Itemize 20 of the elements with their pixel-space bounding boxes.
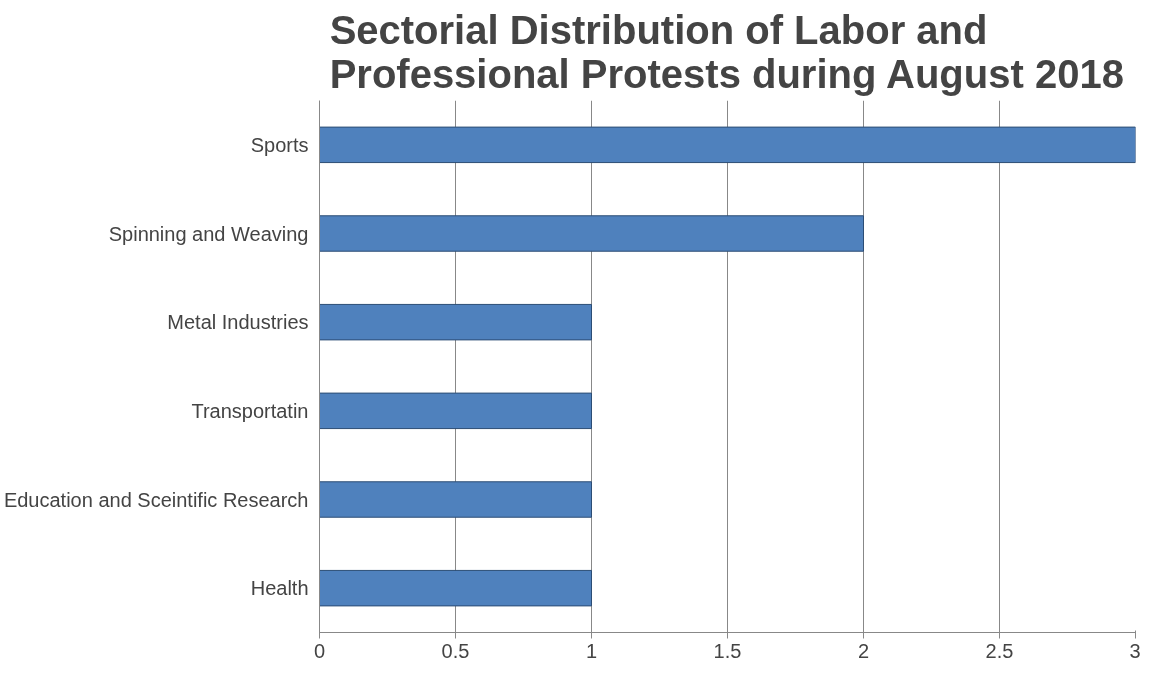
y-tick-label: Sports <box>250 133 309 156</box>
bar <box>319 126 1136 164</box>
bar <box>319 569 592 607</box>
x-tick-label: 1 <box>585 639 598 662</box>
y-tick-label: Education and Sceintific Research <box>3 488 309 511</box>
y-tick-label: Transportatin <box>191 399 309 422</box>
y-tick-label: Metal Industries <box>167 311 309 334</box>
bar <box>319 303 592 341</box>
bar <box>319 215 864 252</box>
x-tick-label: 3 <box>1129 639 1141 662</box>
y-tick-label: Health <box>250 577 309 600</box>
x-tick-label: 0 <box>313 639 326 662</box>
x-tick-label: 1.5 <box>713 639 742 662</box>
bar <box>319 392 592 430</box>
x-tick-label: 2 <box>857 639 870 662</box>
chart-title: Sectorial Distribution of Labor and Professional Protests during August 2018 <box>329 7 1124 96</box>
y-tick-label: Spinning and Weaving <box>108 222 309 245</box>
bar <box>319 481 592 518</box>
x-tick-label: 0.5 <box>441 639 470 662</box>
x-tick-label: 2.5 <box>985 639 1014 662</box>
